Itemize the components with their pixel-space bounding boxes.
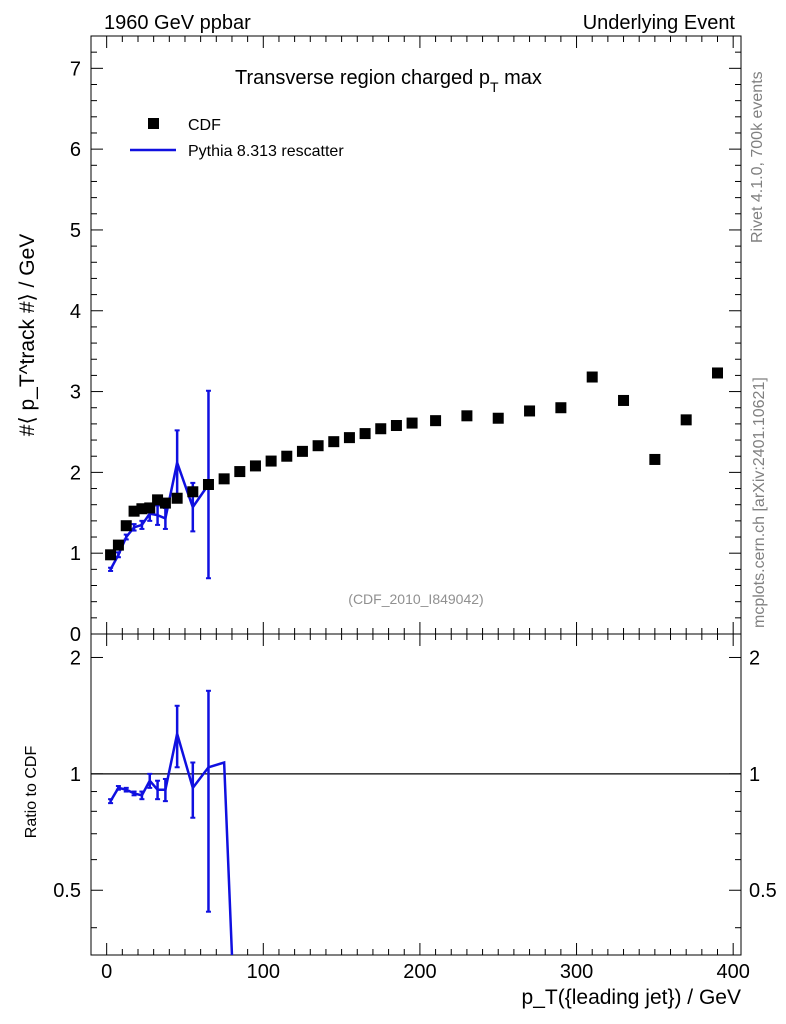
cdf-point [281,450,293,462]
ratio-y-label-text: Ratio to CDF [23,746,40,839]
main-y-tick-label: 2 [70,462,81,484]
header-left: 1960 GeV ppbar [104,12,251,34]
main-title-subscript: T [490,79,499,95]
mcplots-label: mcplots.cern.ch [arXiv:2401.10621] [751,377,768,628]
main-y-tick-label: 7 [70,58,81,80]
main-y-tick-label: 3 [70,382,81,404]
cdf-point [586,371,598,383]
cdf-point [328,436,340,448]
legend-mc-label: Pythia 8.313 rescatter [188,143,344,160]
cdf-point [618,394,630,406]
cdf-point [128,505,140,517]
cdf-point [555,402,567,414]
ratio-y-label: Ratio to CDF [23,746,40,839]
main-title-tail: max [499,67,542,89]
cdf-point [218,473,230,485]
cdf-point [524,405,536,417]
cdf-point [249,460,261,472]
cdf-point [406,417,418,429]
ratio-y-tick-label-right: 2 [749,647,760,669]
main-y-tick-label: 6 [70,139,81,161]
cdf-point [159,497,171,509]
cdf-point [461,410,473,422]
ratio-y-tick-label-left: 2 [70,647,81,669]
legend-cdf-marker [148,118,159,129]
cdf-point [144,502,156,514]
cdf-point [649,453,661,465]
main-y-tick-label: 5 [70,220,81,242]
cdf-point [359,428,371,440]
cdf-point [105,549,117,561]
main-y-tick-label: 4 [70,301,81,323]
main-title: Transverse region charged pT max [235,67,542,95]
cdf-point [171,492,183,504]
marks-layer [91,367,741,956]
legend: CDF Pythia 8.313 rescatter [130,117,344,160]
cdf-point [120,520,132,532]
cdf-point [312,440,324,452]
cdf-point [492,412,504,424]
cdf-point [136,503,148,515]
main-y-label-text: #⟨ p_T^track #⟩ / GeV [16,234,39,436]
cdf-point [343,432,355,444]
cdf-point [152,494,164,506]
ratio-y-tick-label-left: 0.5 [53,880,81,902]
cdf-point [712,367,724,379]
analysis-id: (CDF_2010_I849042) [348,591,483,607]
x-tick-label: 100 [247,961,280,983]
x-tick-label: 400 [716,961,749,983]
ratio-line [109,733,234,956]
main-y-tick-label: 1 [70,543,81,565]
rivet-label: Rivet 4.1.0, 700k events [749,71,766,243]
main-y-label: #⟨ p_T^track #⟩ / GeV [16,234,39,436]
ratio-y-tick-label-right: 0.5 [749,880,777,902]
ratio-y-tick-label-right: 1 [749,764,760,786]
header-right: Underlying Event [583,12,736,34]
cdf-point [430,415,442,427]
x-tick-label: 300 [560,961,593,983]
cdf-point [265,455,277,467]
main-y-tick-label: 0 [70,624,81,646]
legend-cdf-label: CDF [188,117,221,134]
cdf-point [296,445,308,457]
cdf-point [202,479,214,490]
ratio-frame [90,633,742,956]
cdf-point [375,423,387,435]
cdf-point [680,414,692,426]
cdf-point [112,539,124,551]
x-tick-label: 0 [101,961,112,983]
ratio-y-tick-label-left: 1 [70,764,81,786]
main-title-text: Transverse region charged p [235,67,490,89]
cdf-point [187,486,199,498]
x-axis-label: p_T({leading jet}) / GeV [522,986,741,1009]
cdf-point [390,420,402,432]
x-tick-label: 200 [403,961,436,983]
cdf-point [234,466,246,478]
